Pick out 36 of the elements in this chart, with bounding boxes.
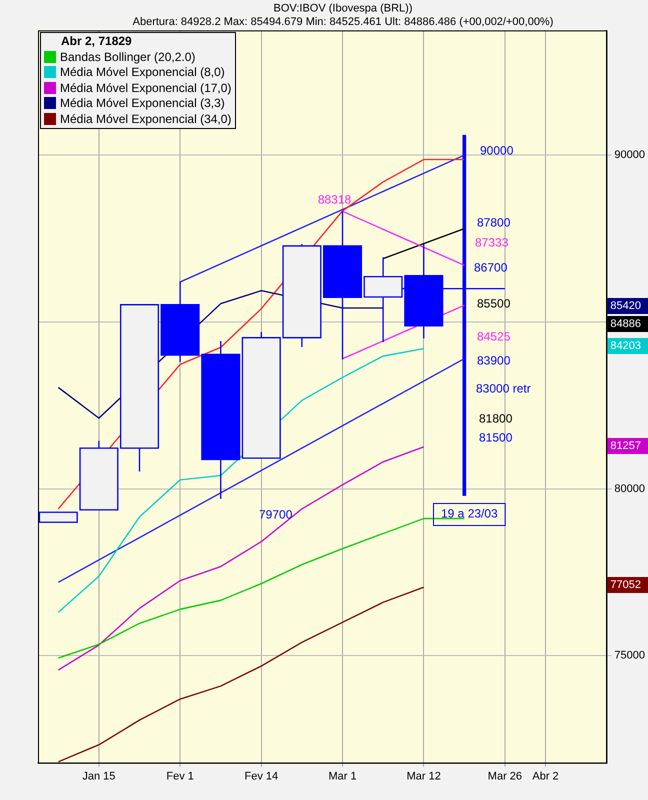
x-tick-label: Mar 26 xyxy=(488,770,522,782)
annotation: 83000 retr xyxy=(476,381,531,396)
annotation: 81800 xyxy=(479,411,513,426)
legend-label: Bandas Bollinger (20,2.0) xyxy=(59,50,196,66)
x-tick-label: Fev 1 xyxy=(166,770,194,782)
x-tick-label: Jan 15 xyxy=(82,770,116,782)
legend-label: Média Móvel Exponencial (3,3) xyxy=(59,96,226,112)
annotation: 88318 xyxy=(318,192,352,207)
annotation: 90000 xyxy=(480,143,514,158)
y-tick-label: 90000 xyxy=(614,149,646,162)
annotation: 86700 xyxy=(474,260,508,274)
x-tick-label: Abr 2 xyxy=(532,770,559,782)
y-tick-label: 75000 xyxy=(614,650,646,662)
annotation: 87800 xyxy=(477,215,511,230)
y-tick-label: 80000 xyxy=(614,482,646,495)
annotation: 81500 xyxy=(479,430,513,444)
legend-label: Média Móvel Exponencial (34,0) xyxy=(59,112,232,128)
x-tick-label: Mar 1 xyxy=(328,770,357,782)
text: 85420 xyxy=(610,300,642,312)
text: 81257 xyxy=(610,440,642,452)
text: 77052 xyxy=(610,579,642,592)
x-tick-label: Fev 14 xyxy=(244,770,278,782)
legend-title: Abr 2, 71829 xyxy=(60,34,133,50)
text: 84886 xyxy=(610,318,642,330)
legend-label: Média Móvel Exponencial (17,0) xyxy=(59,80,232,96)
legend-label: Média Móvel Exponencial (8,0) xyxy=(59,65,226,81)
annotation: 87333 xyxy=(475,235,509,250)
chart-title: BOV:IBOV (Ibovespa (BRL)) xyxy=(274,2,412,15)
annotation: 85500 xyxy=(477,296,511,310)
annotation: 79700 xyxy=(259,507,293,522)
chart-subtitle: Abertura: 84928.2 Max: 85494.679 Min: 84525.461 Ult: 84886.486 (+00,002/+00,00%) xyxy=(132,16,554,28)
annotation: 84525 xyxy=(477,329,511,344)
x-tick-label: Mar 12 xyxy=(406,770,441,782)
annotation: 19 a 23/03 xyxy=(441,506,498,520)
text: 84203 xyxy=(610,340,642,352)
annotation: 83900 xyxy=(477,353,511,368)
